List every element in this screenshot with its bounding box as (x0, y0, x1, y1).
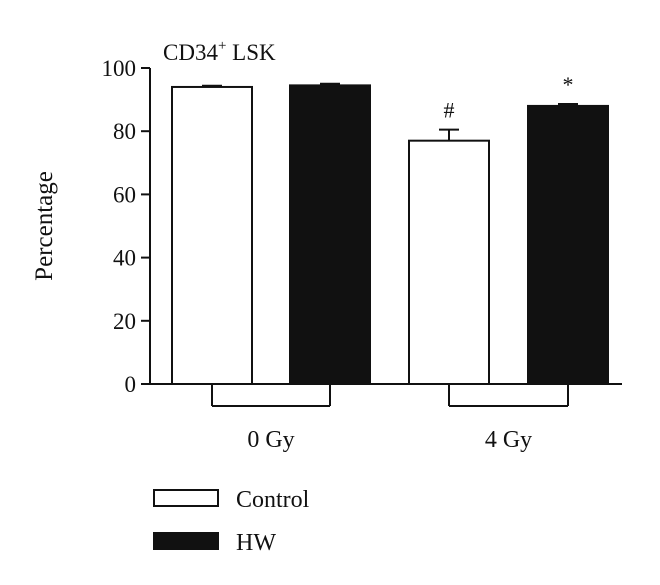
group-label: 4 Gy (485, 427, 532, 453)
legend-swatch-hw (153, 532, 219, 550)
chart-title-main: CD34 (163, 40, 218, 65)
legend: Control HW (153, 487, 310, 556)
y-axis-label: Percentage (31, 171, 58, 281)
legend-label: Control (236, 487, 310, 513)
bar-hw-4gy (527, 104, 609, 385)
bar-hw-0gy (289, 84, 371, 385)
significance-mark: * (563, 72, 574, 97)
chart-title: CD34+ LSK (163, 38, 276, 65)
significance-mark: # (444, 98, 455, 123)
bar-control-4gy (408, 139, 490, 385)
y-tick-label: 20 (113, 309, 136, 334)
x-axis: 0 Gy 4 Gy (150, 383, 622, 453)
y-tick-label: 80 (113, 119, 136, 144)
legend-label: HW (236, 530, 276, 556)
plot-area: #* (171, 72, 609, 386)
y-tick-label: 0 (125, 372, 137, 397)
y-axis: 0 20 40 60 80 100 (102, 56, 151, 397)
group-label: 0 Gy (247, 427, 294, 453)
chart-title-superscript: + (218, 38, 226, 54)
y-tick-label: 100 (102, 56, 137, 81)
y-tick-label: 60 (113, 182, 136, 207)
legend-swatch-control (153, 489, 219, 507)
bar-control-0gy (171, 85, 253, 386)
y-tick-label: 40 (113, 246, 136, 271)
chart-title-rest: LSK (226, 40, 276, 65)
